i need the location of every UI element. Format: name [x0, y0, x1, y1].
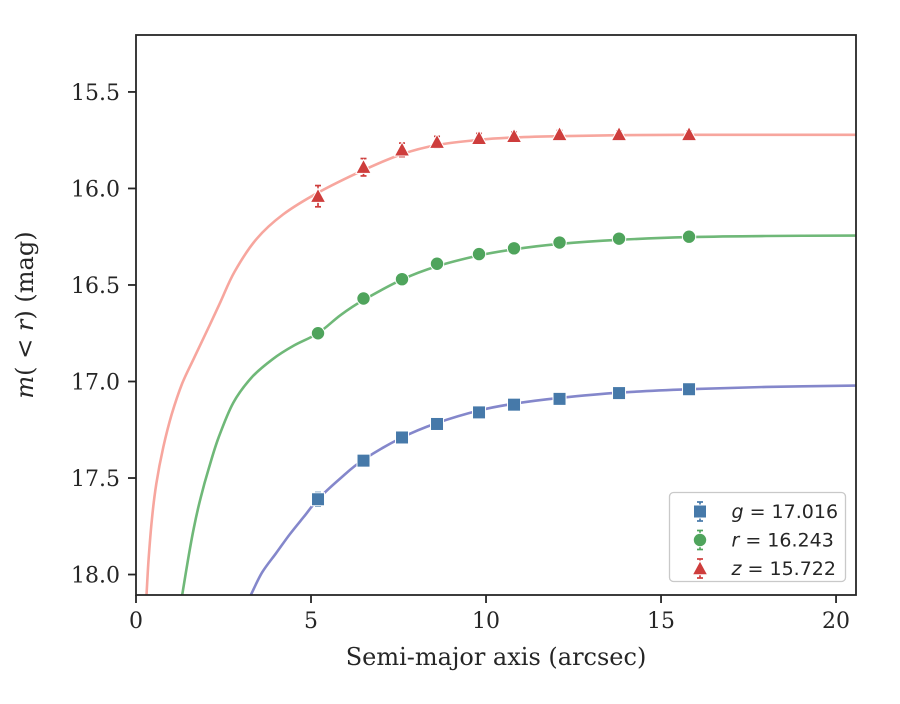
legend-label-g: g = 17.016	[732, 501, 839, 523]
data-point-r	[611, 231, 627, 246]
legend-label-z: z = 15.722	[731, 558, 836, 580]
data-markers-layer	[309, 125, 698, 507]
data-point-g	[395, 430, 410, 445]
legend-label-r: r = 16.243	[732, 530, 834, 552]
data-point-g	[311, 492, 326, 507]
data-point-g	[507, 397, 522, 412]
data-point-g	[356, 453, 371, 468]
data-point-r	[506, 241, 522, 256]
y-tick-label: 16.5	[71, 274, 120, 299]
y-axis-label: m( < r) (mag)	[11, 231, 39, 398]
y-tick-label: 17.5	[71, 467, 120, 492]
data-point-g	[472, 405, 487, 420]
y-tick-label: 15.5	[71, 81, 120, 106]
data-point-z	[551, 125, 568, 142]
data-point-z	[505, 127, 523, 144]
data-point-g	[552, 391, 567, 406]
data-point-z	[470, 129, 488, 145]
legend-marker-g	[693, 504, 707, 519]
data-point-r	[552, 235, 567, 250]
x-tick-label: 0	[129, 609, 143, 634]
x-tick-label: 20	[822, 609, 850, 634]
y-tick-label: 16.0	[71, 177, 120, 202]
data-point-r	[471, 246, 487, 262]
fit-curve-z	[145, 133, 856, 595]
legend-marker-z	[691, 559, 709, 576]
x-axis-label: Semi-major axis (arcsec)	[346, 643, 647, 671]
data-point-r	[310, 326, 326, 341]
data-point-z	[309, 187, 327, 203]
data-point-g	[682, 382, 697, 397]
data-point-r	[429, 256, 445, 271]
data-point-r	[681, 229, 697, 244]
legend: g = 17.016 r = 16.243 z = 15.722	[668, 491, 847, 583]
data-point-g	[612, 386, 627, 401]
x-tick-label: 10	[472, 609, 500, 634]
axes-ticks: 0 5 10 15 20 15.5 16.0 16.5 17.0 17.5 18.0	[71, 81, 850, 634]
x-tick-label: 5	[304, 609, 318, 634]
legend-marker-r	[692, 532, 708, 548]
x-tick-label: 15	[647, 609, 675, 634]
data-point-z	[355, 158, 372, 174]
data-point-r	[356, 291, 371, 306]
y-tick-label: 17.0	[71, 371, 120, 396]
data-point-z	[393, 141, 411, 157]
legend-box	[668, 491, 847, 583]
legend-entry-g: g = 17.016	[693, 501, 839, 523]
legend-entry-z: z = 15.722	[691, 558, 836, 580]
data-point-g	[430, 416, 445, 431]
data-point-z	[680, 125, 698, 142]
plot-frame	[135, 34, 857, 596]
legend-entry-r: r = 16.243	[692, 530, 834, 552]
plot-frame-rect	[135, 34, 857, 596]
data-point-z	[428, 133, 446, 149]
y-tick-label: 18.0	[71, 564, 120, 589]
data-point-z	[610, 125, 628, 142]
data-point-r	[394, 271, 410, 287]
error-bars-layer	[315, 129, 693, 507]
